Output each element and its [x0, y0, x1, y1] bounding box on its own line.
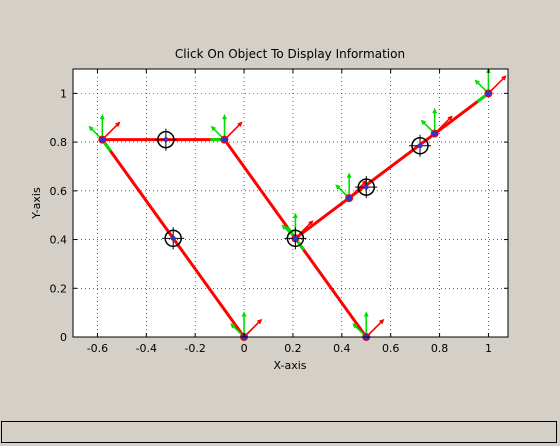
coordinate-frames[interactable] [88, 67, 507, 338]
joint[interactable] [220, 135, 229, 144]
y-tick-label: 0.6 [50, 185, 68, 198]
frame-y-axis-head [346, 172, 352, 179]
axis-ticks: -0.6 -0.4 -0.2 0 0.2 0.4 0.6 0.8 1 0 0.2 0.4 0.6 0.8 1 [50, 69, 508, 355]
x-tick-label: 0.2 [284, 342, 302, 355]
y-tick-label: 1 [60, 87, 67, 100]
link[interactable] [293, 236, 368, 339]
frame-y-axis-head [293, 212, 298, 219]
frame-x-axis-head [237, 121, 243, 127]
frame-x-axis-head [308, 220, 314, 226]
frame-z-axis-head [281, 224, 287, 230]
frame-y-axis-head [222, 114, 227, 120]
axes-background[interactable] [73, 69, 508, 337]
frame-z-axis-head [210, 125, 216, 131]
frame-x-axis[interactable] [487, 75, 506, 94]
y-tick-label: 0.4 [50, 234, 68, 247]
joint[interactable] [98, 135, 107, 144]
axes-frame [72, 68, 509, 338]
frame-y-axis-head [241, 311, 247, 317]
x-tick-label: 0.6 [382, 342, 400, 355]
y-tick-label: 0.8 [50, 136, 68, 149]
frame-x-axis-head [379, 318, 385, 325]
frame-x-axis-head [115, 121, 121, 127]
center-of-mass-dot [292, 235, 298, 241]
frame-z-axis-head [352, 323, 358, 329]
frame-x-axis[interactable] [294, 220, 313, 239]
frame-x-axis[interactable] [243, 319, 262, 338]
frame-z-axis-head [230, 323, 236, 329]
x-tick-label: 0.4 [333, 342, 351, 355]
frame-y-axis-head [432, 107, 438, 114]
center-of-mass-dot [163, 137, 169, 143]
x-tick-label: 1 [485, 342, 492, 355]
frame-y-axis-head [99, 114, 105, 120]
x-tick-label: 0 [241, 342, 248, 355]
frame-x-axis-head [447, 115, 453, 121]
x-tick-label: 0.8 [431, 342, 449, 355]
frame-x-axis[interactable] [223, 122, 243, 141]
y-tick-label: 0 [60, 331, 67, 344]
frame-x-axis[interactable] [365, 319, 384, 338]
frame-z-axis-head [474, 79, 480, 85]
joint[interactable] [430, 129, 439, 138]
joint[interactable] [345, 194, 354, 203]
center-of-mass-dot [363, 184, 369, 190]
frame-x-axis[interactable] [348, 180, 367, 199]
frame-z-axis-head [420, 119, 426, 125]
plot-title: Click On Object To Display Information [175, 47, 405, 61]
y-axis-label: Y-axis [30, 187, 43, 220]
link[interactable] [293, 91, 490, 240]
frame-z-axis-head [335, 184, 341, 190]
frame-y-axis-head [363, 311, 369, 317]
y-tick-label: 0.2 [50, 282, 68, 295]
x-axis-label: X-axis [274, 359, 307, 372]
frame-x-axis-head [501, 75, 507, 81]
frame-x-axis[interactable] [434, 116, 453, 135]
center-of-mass-dot [170, 235, 176, 241]
center-of-mass-markers[interactable] [154, 128, 432, 250]
x-tick-label: -0.2 [184, 342, 205, 355]
frame-x-axis-head [257, 318, 263, 325]
link[interactable] [223, 138, 297, 240]
center-of-mass-dot [417, 143, 423, 149]
info-display-box [1, 421, 557, 443]
frame-z-axis-head [88, 125, 94, 131]
x-tick-label: -0.4 [136, 342, 157, 355]
joint[interactable] [484, 89, 493, 98]
x-tick-label: -0.6 [87, 342, 108, 355]
